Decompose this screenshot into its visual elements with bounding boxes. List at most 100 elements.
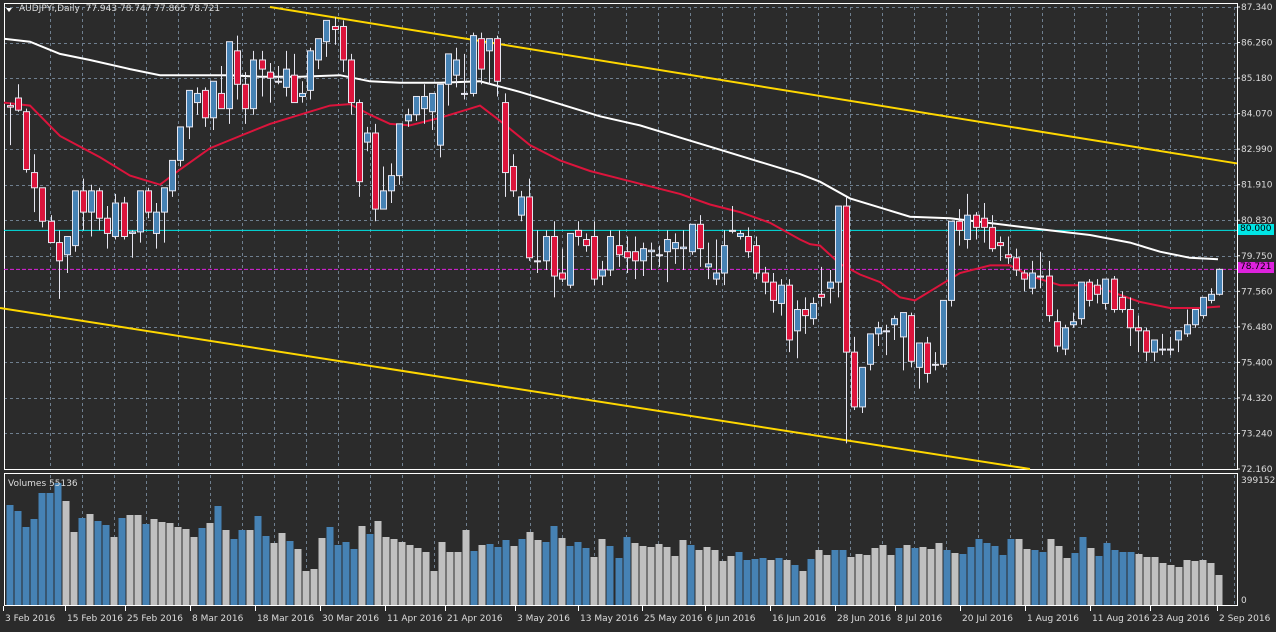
- chart-menu-icon[interactable]: [6, 8, 12, 12]
- time-tick-label: 6 Jun 2016: [707, 614, 756, 624]
- candle-body: [478, 38, 485, 70]
- ohlc-label: 77.943 78.747 77.865 78.721: [85, 4, 221, 14]
- time-tick-label: 16 Jun 2016: [772, 614, 826, 624]
- candle-body: [234, 50, 241, 85]
- volume-bar: [1071, 553, 1079, 605]
- volume-bar: [134, 515, 142, 605]
- candle-body: [259, 59, 266, 70]
- price-tick-label: 76.480: [1241, 323, 1273, 333]
- candle-body: [348, 59, 355, 104]
- candle-body: [445, 53, 452, 85]
- candle-body: [891, 318, 898, 326]
- candle-body: [461, 92, 468, 95]
- candle-body: [575, 229, 582, 237]
- volume-bar: [919, 547, 927, 605]
- candle-body: [770, 281, 777, 301]
- volume-bar: [582, 548, 590, 605]
- volume-bar: [1159, 563, 1167, 605]
- volume-bar: [174, 527, 182, 605]
- candle-body: [916, 342, 923, 368]
- candle-body: [616, 245, 623, 256]
- volume-bar: [703, 547, 711, 605]
- volume-bar: [983, 543, 991, 605]
- volume-bar: [679, 540, 687, 605]
- candle-body: [194, 92, 201, 104]
- candle-body: [1070, 321, 1077, 326]
- volume-bar: [759, 558, 767, 605]
- price-tick-label: 74.320: [1241, 394, 1273, 404]
- candle-body: [486, 38, 493, 52]
- time-tick-label: 28 Jun 2016: [837, 614, 891, 624]
- volume-bar: [631, 543, 639, 605]
- price-tick-label: 86.260: [1241, 39, 1273, 49]
- volume-bar: [623, 537, 631, 605]
- volume-bar: [30, 519, 38, 605]
- volume-bar: [510, 546, 518, 605]
- volume-bar: [110, 537, 118, 605]
- volume-bar: [470, 551, 478, 605]
- candle-body: [940, 299, 947, 365]
- volume-bar: [951, 553, 959, 605]
- candle-body: [413, 95, 420, 116]
- price-tick-label: 85.180: [1241, 74, 1273, 84]
- candle-body: [372, 132, 379, 210]
- volume-bar: [903, 545, 911, 605]
- candle-body: [1094, 284, 1101, 295]
- volume-bar: [142, 524, 150, 605]
- volume-bar: [62, 501, 70, 605]
- candle-body: [356, 102, 363, 183]
- volume-bar: [334, 545, 342, 605]
- candle-body: [721, 245, 728, 274]
- volume-bar: [1039, 552, 1047, 605]
- candle-body: [964, 214, 971, 241]
- candle-body: [323, 19, 330, 43]
- candle-body: [177, 126, 184, 161]
- volume-bar: [534, 540, 542, 605]
- candle-body: [161, 187, 168, 213]
- volume-bar: [1055, 546, 1063, 605]
- volume-bar: [895, 548, 903, 605]
- price-tick-label: 84.070: [1241, 110, 1273, 120]
- channel-lower-line[interactable]: [0, 307, 1031, 470]
- candle-body: [697, 223, 704, 250]
- candle-body: [973, 214, 980, 228]
- volume-bar: [719, 561, 727, 605]
- volume-bar: [743, 560, 751, 605]
- volume-bar: [655, 544, 663, 605]
- volume-bar: [775, 558, 783, 605]
- volume-bar: [182, 529, 190, 605]
- candle-body: [729, 229, 736, 232]
- volume-bar: [1119, 552, 1127, 605]
- candle-body: [56, 242, 63, 262]
- candle-body: [762, 272, 769, 283]
- candle-body: [437, 83, 444, 146]
- volume-bar: [807, 559, 815, 605]
- volume-bar: [887, 555, 895, 605]
- candle-body: [924, 342, 931, 374]
- volume-bar: [606, 546, 614, 605]
- price-tick-label: 82.990: [1241, 145, 1273, 155]
- volume-bar: [1151, 557, 1159, 605]
- volume-bar: [1199, 560, 1207, 605]
- candle-body: [129, 231, 136, 234]
- time-tick-label: 11 Apr 2016: [387, 614, 443, 624]
- volume-bar: [206, 523, 214, 605]
- channel-upper-line[interactable]: [269, 6, 1238, 165]
- time-tick-label: 3 Feb 2016: [5, 614, 56, 624]
- volume-bar: [1063, 558, 1071, 605]
- volume-bar: [598, 539, 606, 605]
- volume-bar: [1183, 560, 1191, 605]
- volume-min-label: 0: [1241, 596, 1247, 606]
- volume-bar: [422, 552, 430, 605]
- candle-body: [607, 235, 614, 271]
- volume-bar: [1007, 539, 1015, 605]
- volume-bar: [150, 519, 158, 605]
- candle-body: [632, 251, 639, 262]
- candle-body: [981, 217, 988, 228]
- time-tick-label: 20 Jul 2016: [962, 614, 1013, 624]
- volume-bar: [927, 549, 935, 605]
- volume-max-label: 399152: [1241, 476, 1275, 486]
- candle-body: [1119, 296, 1126, 311]
- candle-body: [340, 25, 347, 61]
